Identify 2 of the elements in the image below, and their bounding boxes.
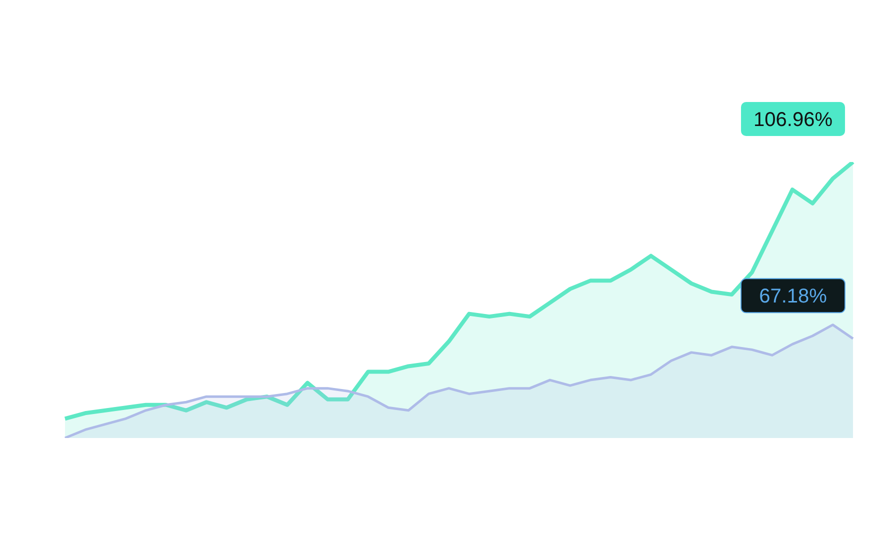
- annotation: 67.18%: [759, 286, 828, 308]
- text: 106.96%: [754, 109, 833, 131]
